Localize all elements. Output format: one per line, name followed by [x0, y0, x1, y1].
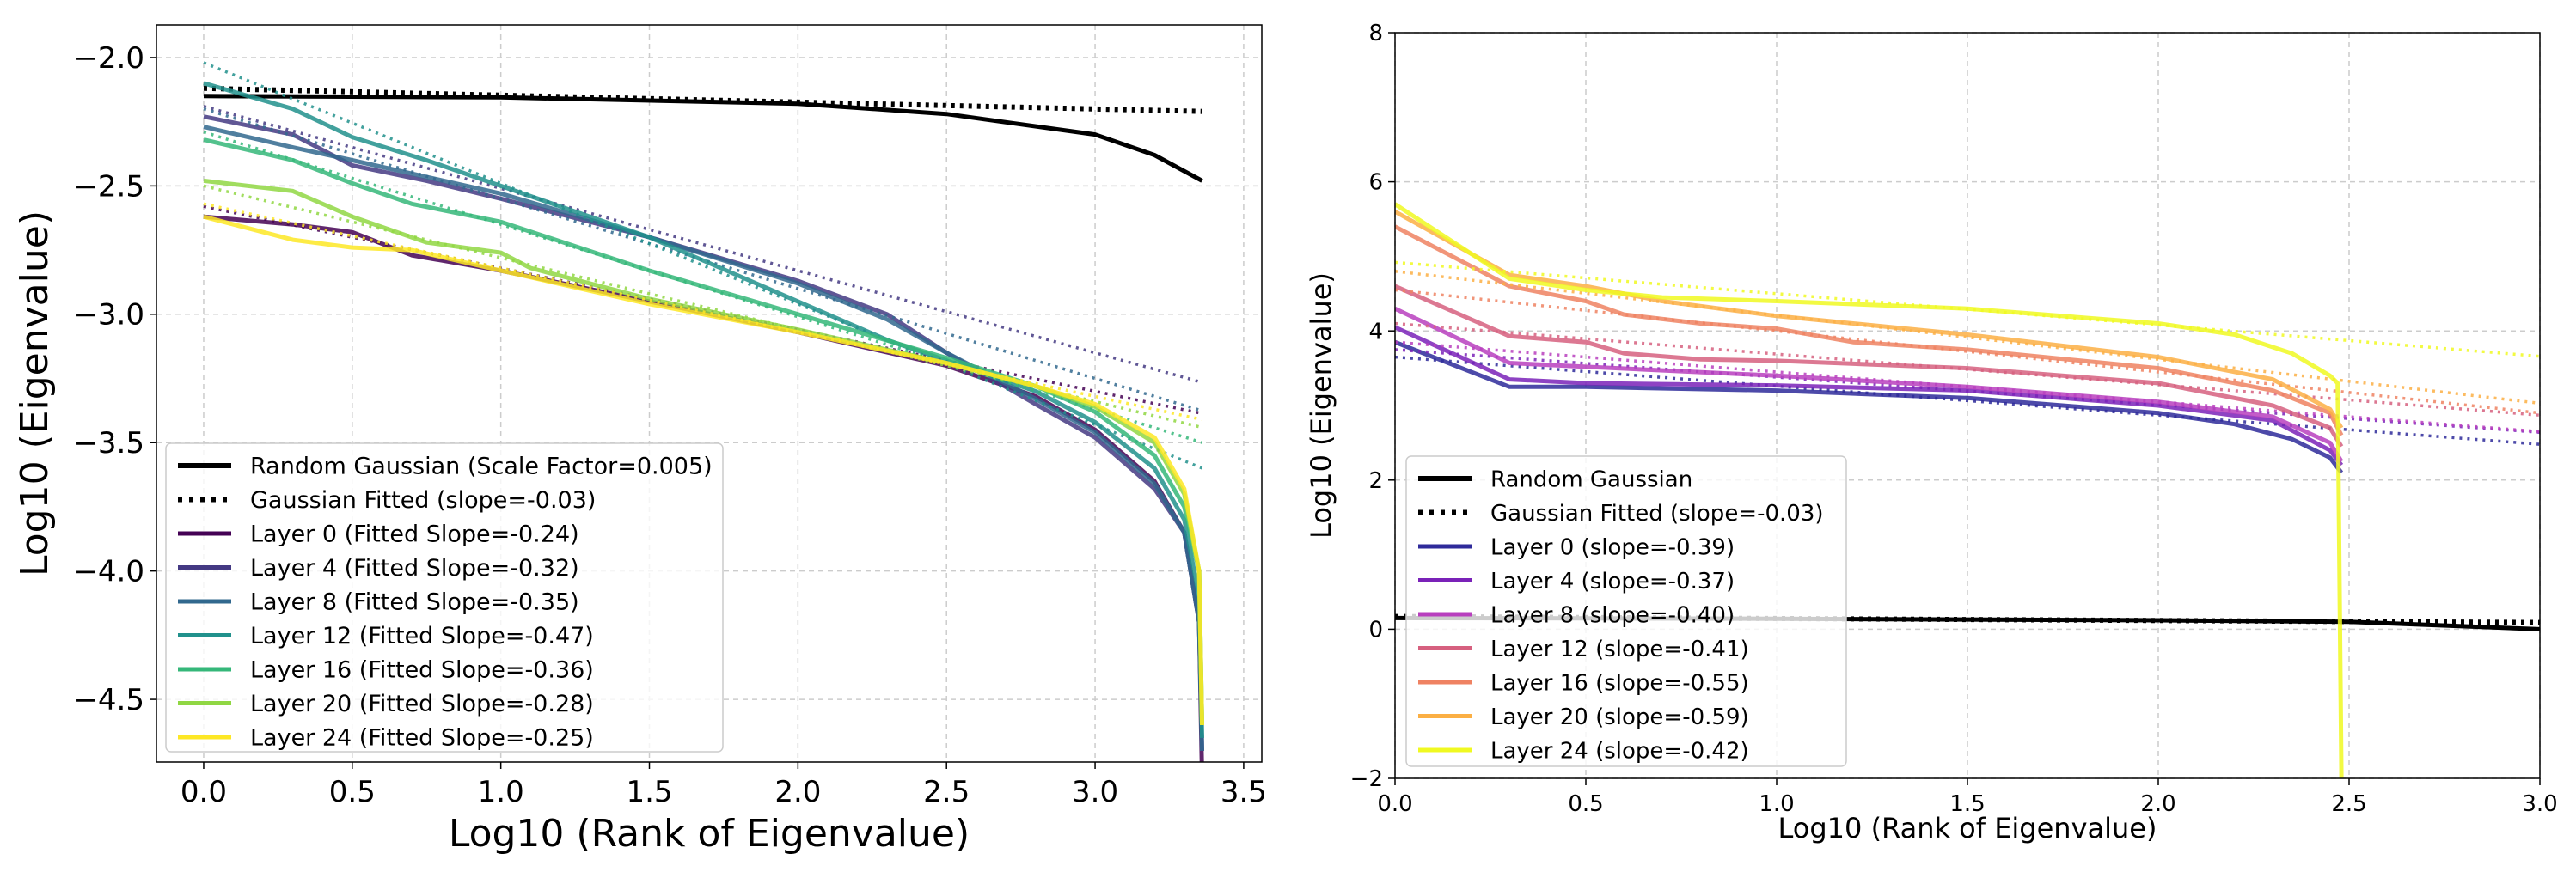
- series-line-2: [1395, 339, 2344, 474]
- axes-frame: [1394, 32, 2541, 779]
- x-axis-label: Log10 (Rank of Eigenvalue): [1778, 812, 2157, 845]
- series-line-8: [203, 214, 1204, 726]
- legend: Random Gaussian (Scale Factor=0.005) Gaus…: [165, 442, 724, 753]
- legend-label-3: Layer 4 (slope=-0.37): [1490, 569, 1735, 595]
- legend-label-4: Layer 8 (Fitted Slope=-0.35): [250, 589, 579, 616]
- legend-label-4: Layer 8 (slope=-0.40): [1490, 602, 1735, 628]
- x-tick-label: 1.5: [626, 775, 672, 809]
- x-axis-label: Log10 (Rank of Eigenvalue): [449, 812, 970, 856]
- y-tick-label: −2.0: [73, 41, 144, 76]
- y-tick-label: −4.0: [73, 555, 144, 589]
- y-axis-label: Log10 (Eigenvalue): [1305, 272, 1337, 539]
- legend-label-1: Gaussian Fitted (slope=-0.03): [250, 487, 596, 514]
- y-axis-label: Log10 (Eigenvalue): [13, 210, 57, 576]
- series-line-1: [203, 85, 1202, 114]
- x-tick-label: 0.0: [1377, 791, 1412, 817]
- y-tick-label: 6: [1368, 170, 1383, 196]
- legend-label-0: Random Gaussian: [1490, 466, 1692, 492]
- x-tick-label: 1.0: [478, 775, 524, 809]
- fit-line-2: [1395, 355, 2540, 446]
- fit-line-5: [203, 61, 1203, 470]
- legend-label-2: Layer 0 (Fitted Slope=-0.24): [250, 521, 579, 548]
- series-line-0: [203, 94, 1203, 183]
- legend-label-5: Layer 12 (slope=-0.41): [1490, 637, 1749, 662]
- x-tick-label: 3.0: [2522, 791, 2557, 817]
- y-tick-label: 8: [1368, 21, 1383, 46]
- legend-label-5: Layer 12 (Fitted Slope=-0.47): [250, 623, 594, 649]
- x-tick-label: 2.0: [774, 775, 821, 809]
- fit-line-3: [1395, 348, 2540, 434]
- x-tick-label: 0.0: [181, 775, 227, 809]
- legend-label-7: Layer 20 (Fitted Slope=-0.28): [250, 691, 594, 717]
- legend-label-1: Gaussian Fitted (slope=-0.03): [1490, 501, 1824, 527]
- x-tick-label: 2.0: [2140, 791, 2175, 817]
- y-tick-label: −2.5: [73, 169, 144, 204]
- legend-frame: [1405, 455, 1847, 767]
- fit-line-6: [1395, 288, 2540, 415]
- subplot-1: 0.0 0.5 1.0 1.5 2.0 2.5 3.0 −2 0 2 4 6 8 Log10 (Rank …: [1305, 21, 2558, 845]
- legend-label-8: Layer 24 (slope=-0.42): [1490, 738, 1749, 764]
- x-tick-label: 3.5: [1221, 775, 1267, 809]
- x-tick-label: 3.0: [1072, 775, 1118, 809]
- series-line-6: [203, 137, 1204, 726]
- fit-line-8: [203, 202, 1202, 422]
- y-tick-label: 2: [1368, 468, 1383, 494]
- legend-frame: [165, 442, 724, 753]
- y-tick-label: −3.5: [73, 426, 144, 460]
- legend-label-6: Layer 16 (slope=-0.55): [1490, 670, 1749, 696]
- y-tick-label: −4.5: [73, 683, 144, 717]
- legend-label-3: Layer 4 (Fitted Slope=-0.32): [250, 555, 579, 582]
- y-tick-label: −3.0: [73, 298, 144, 332]
- x-tick-label: 1.5: [1949, 791, 1985, 817]
- legend-label-6: Layer 16 (Fitted Slope=-0.36): [250, 657, 594, 684]
- subplot-0: 0.0 0.5 1.0 1.5 2.0 2.5 3.0 3.5 −2.0 −2.5 −3.0 −3.5…: [13, 24, 1267, 856]
- series-line-6: [1395, 224, 2344, 436]
- x-tick-label: 2.5: [923, 775, 970, 809]
- y-tick-label: −2: [1350, 766, 1383, 792]
- y-tick-label: 4: [1368, 319, 1383, 345]
- series-line-5: [1395, 284, 2344, 448]
- fit-line-8: [1395, 260, 2540, 358]
- fit-line-5: [1395, 321, 2540, 418]
- x-tick-label: 0.5: [329, 775, 376, 809]
- fit-line-4: [1395, 340, 2540, 434]
- series-line-4: [203, 125, 1204, 751]
- legend-label-2: Layer 0 (slope=-0.39): [1490, 534, 1735, 560]
- legend-label-8: Layer 24 (Fitted Slope=-0.25): [250, 725, 594, 752]
- fit-line-7: [1395, 270, 2540, 406]
- fit-line-7: [203, 184, 1202, 430]
- legend-label-7: Layer 20 (slope=-0.59): [1490, 704, 1749, 730]
- fit-line-3: [203, 105, 1202, 384]
- axes-frame: [156, 24, 1263, 763]
- y-tick-label: 0: [1368, 618, 1383, 643]
- plot-area: [203, 61, 1204, 762]
- series-line-8: [1395, 202, 2344, 778]
- x-tick-label: 1.0: [1759, 791, 1794, 817]
- legend: Random Gaussian Gaussian Fitted (slope=-0…: [1405, 455, 1847, 767]
- x-tick-label: 0.5: [1568, 791, 1603, 817]
- legend-label-0: Random Gaussian (Scale Factor=0.005): [250, 454, 713, 480]
- x-tick-label: 2.5: [2331, 791, 2366, 817]
